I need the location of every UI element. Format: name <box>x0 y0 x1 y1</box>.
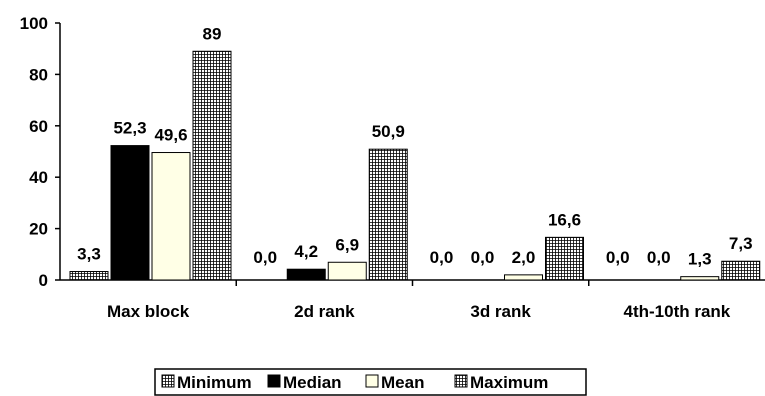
bar-maximum <box>192 50 232 281</box>
chart-data-labels: 3,3 52,3 49,6 89 0,0 4,2 6,9 50,9 0,0 0,0 2,0 16,6 0… <box>77 24 752 268</box>
data-label: 0,0 <box>471 248 495 267</box>
data-label: 2,0 <box>512 248 536 267</box>
y-tick-label: 60 <box>29 117 48 136</box>
legend-label: Minimum <box>177 373 252 392</box>
bar-mean <box>680 276 720 281</box>
x-tick-label: Max block <box>107 302 190 321</box>
y-tick-label: 0 <box>39 271 48 290</box>
bar-maximum <box>721 260 761 281</box>
data-label: 1,3 <box>688 250 712 269</box>
bar-median <box>110 145 150 281</box>
legend-label: Mean <box>381 373 424 392</box>
bar-mean <box>504 274 543 281</box>
data-label: 89 <box>203 24 222 43</box>
bar-median <box>286 268 326 281</box>
y-tick-label: 100 <box>20 14 48 33</box>
bar-maximum <box>545 236 584 281</box>
legend-label: Maximum <box>470 373 548 392</box>
x-tick-label: 2d rank <box>294 302 355 321</box>
y-tick-label: 40 <box>29 168 48 187</box>
legend-swatch <box>161 374 175 388</box>
data-label: 50,9 <box>372 122 405 141</box>
data-label: 0,0 <box>253 248 277 267</box>
bar-minimum <box>69 271 109 281</box>
y-tick-label: 80 <box>29 65 48 84</box>
chart-axes: 0 20 40 60 80 100 Max block 2d rank 3d rank 4th-1… <box>20 14 765 321</box>
bar-maximum <box>368 148 408 281</box>
chart-legend: Minimum Median Mean Maximum <box>154 368 587 396</box>
data-label: 6,9 <box>335 235 359 254</box>
y-tick-label: 20 <box>29 220 48 239</box>
legend-swatch <box>267 374 281 388</box>
bar-mean <box>327 261 367 281</box>
data-label: 0,0 <box>647 248 671 267</box>
data-label: 3,3 <box>77 245 101 264</box>
data-label: 4,2 <box>294 242 318 261</box>
data-label: 16,6 <box>548 210 581 229</box>
x-tick-label: 4th-10th rank <box>624 302 731 321</box>
x-tick-label: 3d rank <box>470 302 531 321</box>
data-label: 0,0 <box>606 248 630 267</box>
chart-bars <box>69 50 761 281</box>
legend-swatch <box>454 374 468 388</box>
legend-swatch <box>365 374 379 388</box>
data-label: 52,3 <box>113 119 146 138</box>
data-label: 7,3 <box>729 234 753 253</box>
data-label: 0,0 <box>430 248 454 267</box>
bar-mean <box>151 152 191 281</box>
legend-label: Median <box>283 373 342 392</box>
data-label: 49,6 <box>154 126 187 145</box>
